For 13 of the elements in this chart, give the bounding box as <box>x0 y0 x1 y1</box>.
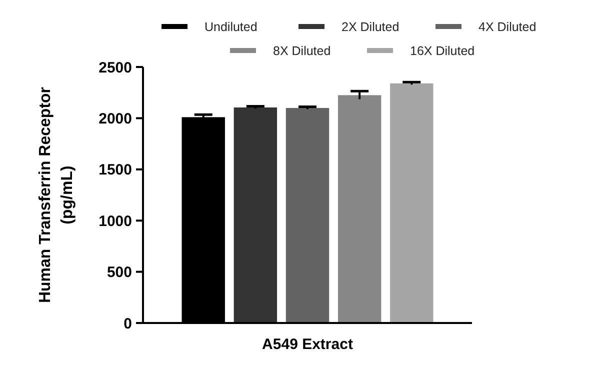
y-axis-title: Human Transferrin Receptor (pg/mL) <box>37 86 76 304</box>
y-tick-label: 500 <box>106 264 132 282</box>
y-tick-label: 1500 <box>98 162 132 179</box>
y-tick-label: 2500 <box>98 59 132 76</box>
legend-label: 2X Diluted <box>342 20 400 34</box>
y-tick-label: 1000 <box>98 212 132 230</box>
x-tick-label: A549 Extract <box>262 336 353 353</box>
legend-label: 8X Diluted <box>273 44 331 58</box>
y-tick-label: 0 <box>124 315 132 332</box>
legend-label: 16X Diluted <box>410 44 475 58</box>
legend-label: Undiluted <box>204 20 258 34</box>
y-tick-label: 2000 <box>98 110 132 128</box>
legend-label: 4X Diluted <box>478 20 536 34</box>
